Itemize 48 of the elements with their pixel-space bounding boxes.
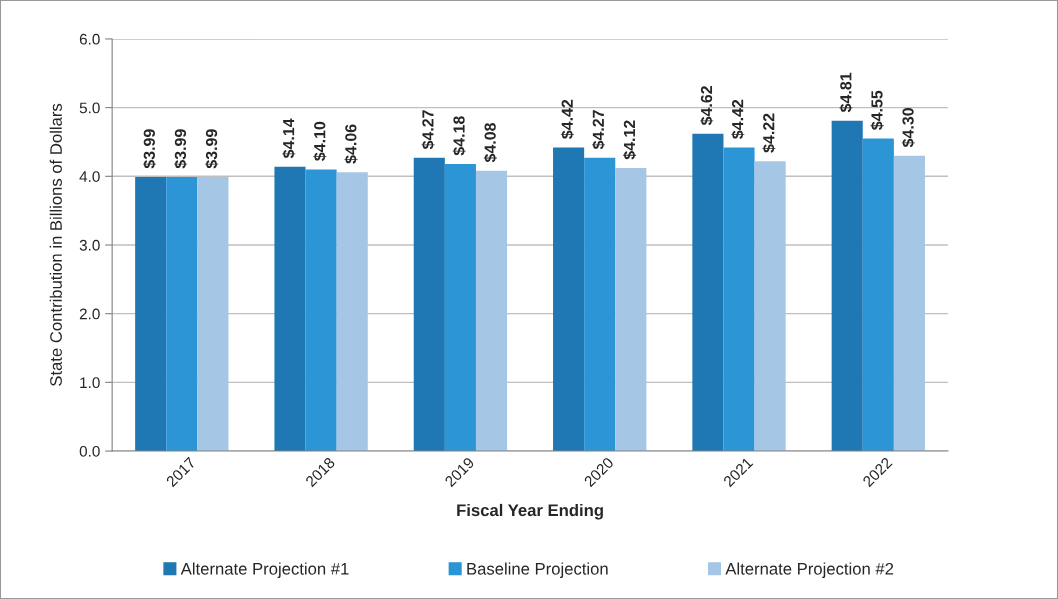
y-axis-title: State Contribution in Billions of Dollars [49, 103, 62, 386]
data-label: $4.22 [762, 113, 776, 153]
data-label: $3.99 [205, 129, 219, 169]
bar [754, 161, 786, 452]
bar [444, 163, 476, 452]
y-tick-label: 5.0 [79, 102, 100, 114]
bar [692, 133, 724, 452]
bar [584, 157, 616, 452]
bar [475, 170, 508, 452]
data-label: $4.27 [421, 110, 435, 150]
y-tick-label: 2.0 [79, 308, 100, 320]
data-label: $3.99 [142, 129, 156, 169]
x-axis-title: Fiscal Year Ending [457, 503, 603, 520]
data-label: $4.62 [700, 86, 714, 126]
data-label: $4.42 [560, 99, 574, 139]
data-label: $4.30 [901, 108, 915, 148]
data-label: $4.42 [731, 99, 745, 139]
data-label: $4.14 [282, 118, 296, 159]
y-tick-label: 3.0 [79, 239, 100, 251]
bar [274, 166, 306, 452]
legend-label: Alternate Projection #1 [180, 562, 349, 579]
bar [893, 155, 925, 452]
bar [615, 168, 647, 452]
bar [166, 176, 198, 452]
data-label: $3.99 [174, 129, 188, 169]
bar [305, 169, 337, 452]
data-label: $4.10 [313, 121, 327, 161]
bar [831, 120, 863, 452]
bar [336, 172, 368, 452]
data-label: $4.12 [623, 120, 637, 160]
y-tick-label: 1.0 [80, 377, 100, 389]
bar [723, 147, 755, 452]
legend-label: Alternate Projection #2 [725, 562, 894, 579]
bar [862, 138, 894, 452]
data-label: $4.81 [839, 72, 853, 113]
data-label: $4.06 [344, 124, 358, 164]
bar [135, 176, 167, 452]
data-label: $4.55 [870, 90, 884, 130]
bar [553, 147, 585, 452]
legend-label: Baseline Projection [467, 562, 608, 579]
y-tick-label: 6.0 [79, 33, 100, 45]
y-tick-label: 0.0 [79, 445, 100, 457]
data-label: $4.08 [483, 123, 497, 163]
data-label: $4.18 [452, 116, 466, 156]
data-label: $4.27 [591, 110, 606, 150]
bar [197, 176, 229, 452]
y-tick-label: 4.0 [79, 171, 100, 182]
bar [413, 157, 445, 452]
